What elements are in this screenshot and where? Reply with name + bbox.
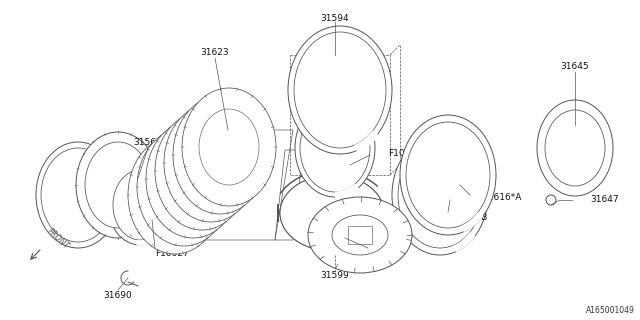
Ellipse shape — [199, 109, 259, 185]
Ellipse shape — [137, 128, 231, 246]
Text: 31616*B: 31616*B — [448, 213, 488, 222]
Ellipse shape — [406, 122, 490, 228]
FancyBboxPatch shape — [348, 226, 372, 244]
Ellipse shape — [288, 26, 392, 154]
Ellipse shape — [163, 141, 223, 217]
Text: 31690: 31690 — [104, 292, 132, 300]
Ellipse shape — [392, 135, 488, 255]
Ellipse shape — [146, 120, 240, 238]
Text: 31594: 31594 — [321, 13, 349, 22]
Ellipse shape — [190, 117, 250, 193]
Ellipse shape — [164, 104, 258, 222]
Ellipse shape — [537, 100, 613, 196]
Circle shape — [546, 195, 556, 205]
Ellipse shape — [398, 142, 482, 248]
Text: A165001049: A165001049 — [586, 306, 635, 315]
Ellipse shape — [172, 133, 232, 209]
Ellipse shape — [332, 215, 388, 255]
Ellipse shape — [280, 175, 384, 251]
Ellipse shape — [295, 99, 375, 197]
Text: 31623: 31623 — [201, 47, 229, 57]
Ellipse shape — [400, 115, 496, 235]
Ellipse shape — [173, 96, 267, 214]
Ellipse shape — [36, 142, 120, 248]
Ellipse shape — [85, 142, 151, 228]
Ellipse shape — [76, 132, 160, 238]
Text: FRONT: FRONT — [45, 227, 70, 251]
Text: 31647: 31647 — [590, 196, 619, 204]
Text: 31645: 31645 — [561, 61, 589, 70]
Text: 31599: 31599 — [321, 271, 349, 281]
Ellipse shape — [145, 157, 205, 233]
Ellipse shape — [300, 104, 370, 192]
Ellipse shape — [545, 110, 605, 186]
Text: F10027: F10027 — [388, 148, 422, 157]
Ellipse shape — [113, 170, 167, 240]
Ellipse shape — [108, 165, 172, 245]
Ellipse shape — [294, 32, 386, 148]
Ellipse shape — [41, 148, 115, 242]
Ellipse shape — [181, 125, 241, 201]
Ellipse shape — [154, 149, 214, 225]
Ellipse shape — [280, 175, 384, 251]
Text: F10027: F10027 — [155, 249, 189, 258]
Ellipse shape — [308, 197, 412, 273]
Ellipse shape — [182, 88, 276, 206]
Ellipse shape — [128, 136, 222, 254]
Ellipse shape — [155, 112, 249, 230]
Text: 31567: 31567 — [134, 138, 163, 147]
Text: 31646: 31646 — [378, 246, 406, 255]
Text: 31616*A: 31616*A — [482, 194, 522, 203]
